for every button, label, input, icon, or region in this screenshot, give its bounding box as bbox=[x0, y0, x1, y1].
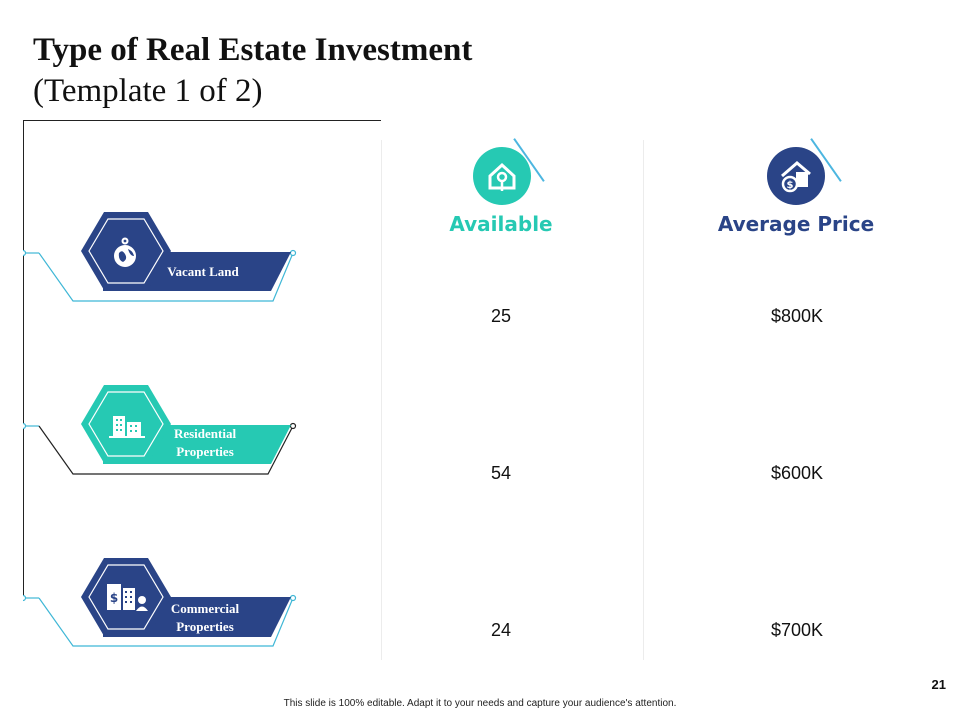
row-label: Commercial Properties bbox=[135, 600, 275, 636]
row-label-line1: Residential bbox=[173, 426, 237, 441]
title-bold: Type of Real Estate Investment bbox=[33, 32, 473, 68]
svg-text:$: $ bbox=[787, 180, 794, 191]
row-commercial-properties: $ Commercial Properties bbox=[23, 551, 323, 661]
frame-top-line bbox=[23, 120, 381, 121]
globe-location-icon bbox=[106, 235, 144, 278]
svg-text:$: $ bbox=[110, 591, 118, 605]
row-label-line1: Commercial bbox=[170, 601, 240, 616]
cell-residential-available: 54 bbox=[490, 463, 512, 483]
page-number: 21 bbox=[931, 677, 946, 692]
column-divider bbox=[381, 140, 382, 660]
row-label: Vacant Land bbox=[133, 263, 273, 281]
row-label-line1: Vacant Land bbox=[167, 264, 239, 279]
row-label-line2: Properties bbox=[176, 444, 234, 459]
row-label-line2: Properties bbox=[176, 619, 234, 634]
column-divider bbox=[643, 140, 644, 660]
column-header-available: Available bbox=[449, 212, 553, 236]
footer-note: This slide is 100% editable. Adapt it to… bbox=[283, 698, 677, 709]
column-header-average-price: Average Price bbox=[717, 212, 875, 236]
cell-commercial-available: 24 bbox=[490, 620, 512, 640]
cell-vacant-land-available: 25 bbox=[490, 306, 512, 326]
cell-residential-average-price: $600K bbox=[770, 463, 824, 483]
title-rest: (Template 1 of 2) bbox=[33, 73, 263, 109]
slide-title: Type of Real Estate Investment (Template… bbox=[33, 30, 593, 112]
office-dollar-icon: $ bbox=[105, 580, 149, 619]
row-connector-shape bbox=[23, 385, 297, 475]
row-vacant-land: Vacant Land bbox=[23, 205, 323, 315]
home-key-icon bbox=[473, 147, 531, 205]
row-connector-shape bbox=[23, 212, 297, 302]
cell-commercial-average-price: $700K bbox=[770, 620, 824, 640]
frame-left-line bbox=[23, 120, 24, 598]
buildings-icon bbox=[107, 408, 147, 447]
home-dollar-icon: $ bbox=[767, 147, 825, 205]
row-label: Residential Properties bbox=[135, 425, 275, 461]
cell-vacant-land-average-price: $800K bbox=[770, 306, 824, 326]
row-residential-properties: Residential Properties bbox=[23, 378, 323, 488]
